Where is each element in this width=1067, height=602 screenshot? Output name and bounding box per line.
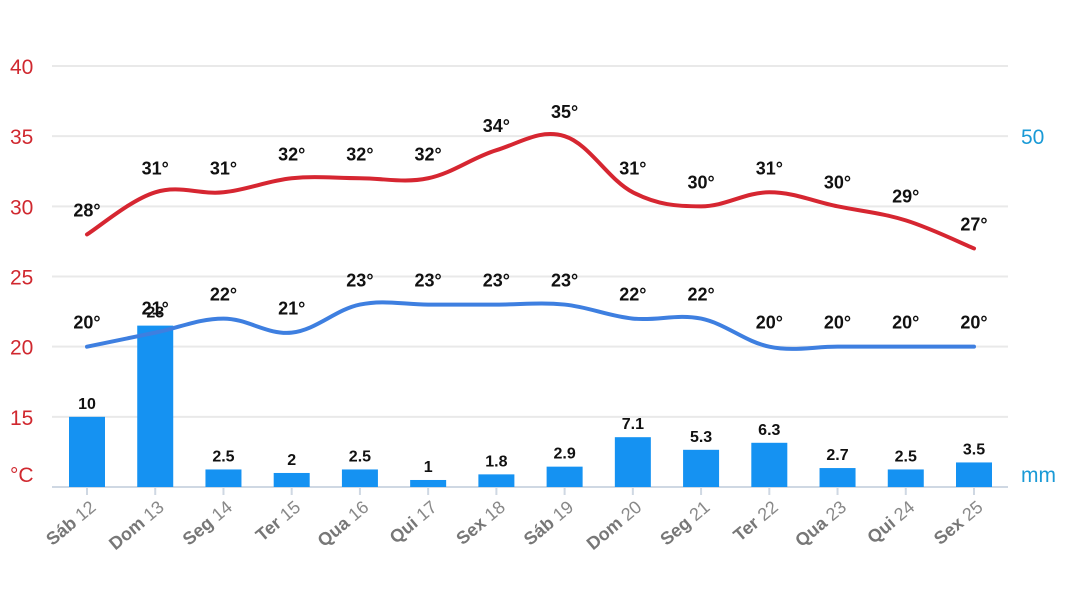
max-temp-label: 31°	[619, 158, 646, 178]
precip-bar	[478, 474, 515, 487]
x-tick-label: Sáb 12	[42, 497, 99, 550]
x-tick-label: Dom 13	[105, 497, 168, 554]
max-temp-label: 28°	[73, 200, 100, 220]
x-tick-label: Sex 25	[930, 497, 987, 549]
precip-bar	[410, 479, 447, 487]
precip-label: 1.8	[485, 453, 507, 470]
max-temp-label: 31°	[756, 158, 783, 178]
precip-label: 2.5	[349, 448, 371, 465]
precip-bar	[683, 449, 720, 487]
min-temp-label: 22°	[687, 285, 714, 305]
min-temp-label: 23°	[483, 271, 510, 291]
min-temp-label: 20°	[73, 313, 100, 333]
x-tick-label: Qui 24	[863, 497, 918, 548]
precip-label: 2.9	[553, 446, 575, 463]
x-tick-label: Seg 21	[656, 497, 713, 550]
max-temp-label: 35°	[551, 102, 578, 122]
min-temp-label: 22°	[619, 285, 646, 305]
y-right-tick-label: 50	[1021, 126, 1044, 149]
max-temp-label: 31°	[142, 158, 169, 178]
y-axis-right: 50	[1021, 126, 1044, 149]
max-temp-label: 34°	[483, 116, 510, 136]
x-tick-label: Qua 23	[791, 497, 850, 551]
precipitation-bars: 10 23 2.5 2 2.5 1 1.8 2.9 7.1 5.3 6.3 2.7 2.5 3.5	[69, 305, 992, 487]
max-temp-label: 27°	[960, 214, 987, 234]
y-tick-label: 25	[10, 267, 33, 290]
precip-label: 5.3	[690, 429, 712, 446]
precip-label: 1	[424, 459, 433, 476]
x-tick-label: Qua 16	[314, 497, 373, 551]
max-temp-line	[85, 132, 976, 251]
precip-label: 2.7	[826, 447, 848, 464]
y-tick-label: 30	[10, 196, 33, 219]
min-temp-label: 23°	[346, 271, 373, 291]
x-tick-label: Sáb 19	[520, 497, 577, 550]
min-temp-label: 20°	[960, 313, 987, 333]
precip-bar	[137, 325, 174, 487]
min-temp-label: 20°	[756, 313, 783, 333]
max-temp-label: 31°	[210, 158, 237, 178]
min-temp-label: 23°	[551, 271, 578, 291]
min-temp-label: 20°	[892, 313, 919, 333]
precip-label: 7.1	[622, 416, 644, 433]
max-temp-label: 32°	[346, 144, 373, 164]
precip-bar	[341, 469, 378, 487]
min-temp-line	[85, 300, 976, 351]
x-tick-label: Ter 15	[252, 497, 304, 546]
x-tick-label: Dom 20	[583, 497, 646, 554]
precip-label: 2	[287, 452, 296, 469]
max-temp-label: 30°	[824, 172, 851, 192]
temperature-lines: 28° 31° 31° 32° 32° 32° 34° 35° 31° 30° 31° 30° 29° 2…	[73, 102, 988, 351]
min-temp-label: 21°	[278, 299, 305, 319]
min-temp-label: 20°	[824, 313, 851, 333]
precip-bar	[751, 442, 788, 487]
y-axis-right-unit: mm	[1021, 464, 1056, 487]
y-axis-left: 40 35 30 25 20 15	[10, 56, 33, 430]
y-tick-label: 15	[10, 407, 33, 430]
precip-bar	[887, 469, 924, 487]
max-temp-label: 29°	[892, 186, 919, 206]
precip-label: 23	[146, 305, 164, 322]
max-temp-label: 30°	[687, 172, 714, 192]
precip-bar	[614, 437, 651, 487]
precip-bar	[273, 472, 310, 487]
precip-label: 6.3	[758, 422, 780, 439]
min-temp-label: 22°	[210, 285, 237, 305]
grid-lines	[52, 65, 1008, 488]
max-temp-label: 32°	[278, 144, 305, 164]
precip-bar	[819, 468, 856, 487]
precip-bar	[69, 416, 105, 487]
y-tick-label: 40	[10, 56, 33, 79]
precip-bar	[546, 466, 583, 487]
x-tick-label: Ter 22	[729, 497, 781, 546]
max-temp-label: 32°	[415, 144, 442, 164]
y-axis-left-unit: °C	[10, 464, 34, 487]
min-temp-label: 23°	[415, 271, 442, 291]
precip-label: 3.5	[963, 441, 985, 458]
y-tick-label: 35	[10, 126, 33, 149]
min-temp-label: 21°	[142, 299, 169, 319]
precip-bar	[205, 469, 242, 487]
precip-bar	[956, 462, 992, 487]
precip-label: 2.5	[895, 448, 917, 465]
x-tick-label: Sex 18	[452, 497, 509, 549]
y-tick-label: 20	[10, 337, 33, 360]
precip-label: 2.5	[212, 448, 234, 465]
x-tick-label: Qui 17	[386, 497, 441, 548]
precip-label: 10	[78, 396, 96, 413]
x-tick-label: Seg 14	[179, 497, 236, 550]
